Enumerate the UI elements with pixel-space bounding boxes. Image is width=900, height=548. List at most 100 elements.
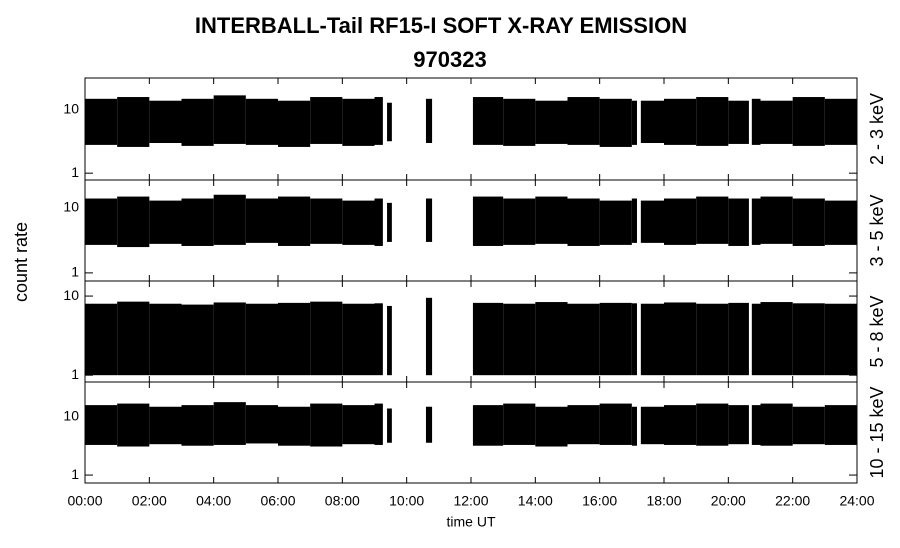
count-band <box>792 406 825 445</box>
x-tick-label: 18:00 <box>646 493 681 509</box>
count-band <box>278 100 311 147</box>
count-band <box>117 196 150 248</box>
y-tick-label: 10 <box>63 408 79 424</box>
count-band <box>535 100 568 144</box>
count-band <box>696 97 729 146</box>
count-band <box>245 405 278 444</box>
count-band <box>567 303 600 376</box>
count-band <box>425 406 433 443</box>
count-band <box>425 98 433 144</box>
x-tick-label: 04:00 <box>196 493 231 509</box>
count-band <box>728 198 749 246</box>
count-band <box>640 406 664 445</box>
count-band <box>751 198 761 245</box>
count-band <box>567 405 600 445</box>
count-band <box>472 196 504 246</box>
count-band <box>278 196 311 246</box>
count-band <box>760 403 793 446</box>
count-band <box>117 97 150 147</box>
count-band <box>728 100 749 144</box>
y-tick-label: 1 <box>71 366 79 382</box>
x-axis-label: time UT <box>447 514 496 530</box>
y-axis-label: count rate <box>11 222 31 302</box>
count-band <box>149 406 182 445</box>
count-band <box>213 95 246 144</box>
panel-label: 10 - 15 keV <box>867 386 887 478</box>
y-tick-label: 1 <box>71 264 79 280</box>
count-band <box>342 303 375 376</box>
count-band <box>631 406 637 446</box>
count-band <box>342 200 375 245</box>
count-band <box>245 303 278 376</box>
count-band <box>374 97 383 145</box>
count-band <box>664 302 697 376</box>
count-band <box>503 303 536 376</box>
x-tick-label: 08:00 <box>325 493 360 509</box>
count-band <box>181 198 214 246</box>
count-band <box>728 405 749 445</box>
count-band <box>631 198 637 243</box>
y-tick-label: 10 <box>63 101 79 117</box>
x-tick-label: 02:00 <box>132 493 167 509</box>
x-tick-label: 12:00 <box>453 493 488 509</box>
count-band <box>760 302 793 376</box>
count-band <box>149 100 182 144</box>
count-band <box>503 198 536 245</box>
count-band <box>824 303 857 376</box>
count-band <box>181 405 214 446</box>
count-band <box>472 302 504 376</box>
count-band <box>696 196 729 244</box>
count-band <box>213 302 246 376</box>
chart-subtitle: 970323 <box>413 47 486 72</box>
count-band <box>664 198 697 245</box>
x-tick-label: 20:00 <box>711 493 746 509</box>
count-band <box>213 402 246 445</box>
count-band <box>792 97 825 146</box>
count-band <box>640 303 664 376</box>
count-band <box>599 98 632 147</box>
count-band <box>342 98 375 146</box>
count-band <box>824 405 857 445</box>
count-band <box>760 196 793 244</box>
count-band <box>278 302 311 376</box>
count-band <box>824 200 857 245</box>
count-band <box>472 97 504 145</box>
count-band <box>387 305 392 376</box>
count-band <box>535 196 568 244</box>
count-band <box>599 302 632 376</box>
count-band <box>599 403 632 445</box>
count-band <box>503 403 536 445</box>
count-band <box>245 98 278 145</box>
count-band <box>85 405 118 445</box>
count-band <box>535 302 568 376</box>
count-band <box>792 303 825 376</box>
count-band <box>117 403 150 447</box>
count-band <box>387 102 392 142</box>
count-band <box>149 303 182 376</box>
count-band <box>751 303 761 376</box>
count-band <box>278 406 311 446</box>
count-band <box>631 100 637 145</box>
count-band <box>631 303 637 376</box>
count-band <box>374 403 383 445</box>
count-band <box>310 97 343 144</box>
count-band <box>374 198 383 246</box>
count-band <box>567 198 600 246</box>
y-tick-label: 10 <box>63 287 79 303</box>
count-band <box>85 303 118 376</box>
count-band <box>310 403 343 447</box>
count-band <box>503 98 536 146</box>
count-band <box>472 405 504 446</box>
x-tick-label: 00:00 <box>67 493 102 509</box>
y-tick-label: 10 <box>63 199 79 215</box>
count-band <box>792 198 825 246</box>
count-band <box>664 98 697 145</box>
count-band <box>751 405 761 445</box>
x-tick-label: 16:00 <box>582 493 617 509</box>
count-band <box>425 297 433 376</box>
x-tick-label: 22:00 <box>775 493 810 509</box>
count-band <box>696 403 729 446</box>
count-band <box>824 98 857 145</box>
count-band <box>85 98 118 145</box>
